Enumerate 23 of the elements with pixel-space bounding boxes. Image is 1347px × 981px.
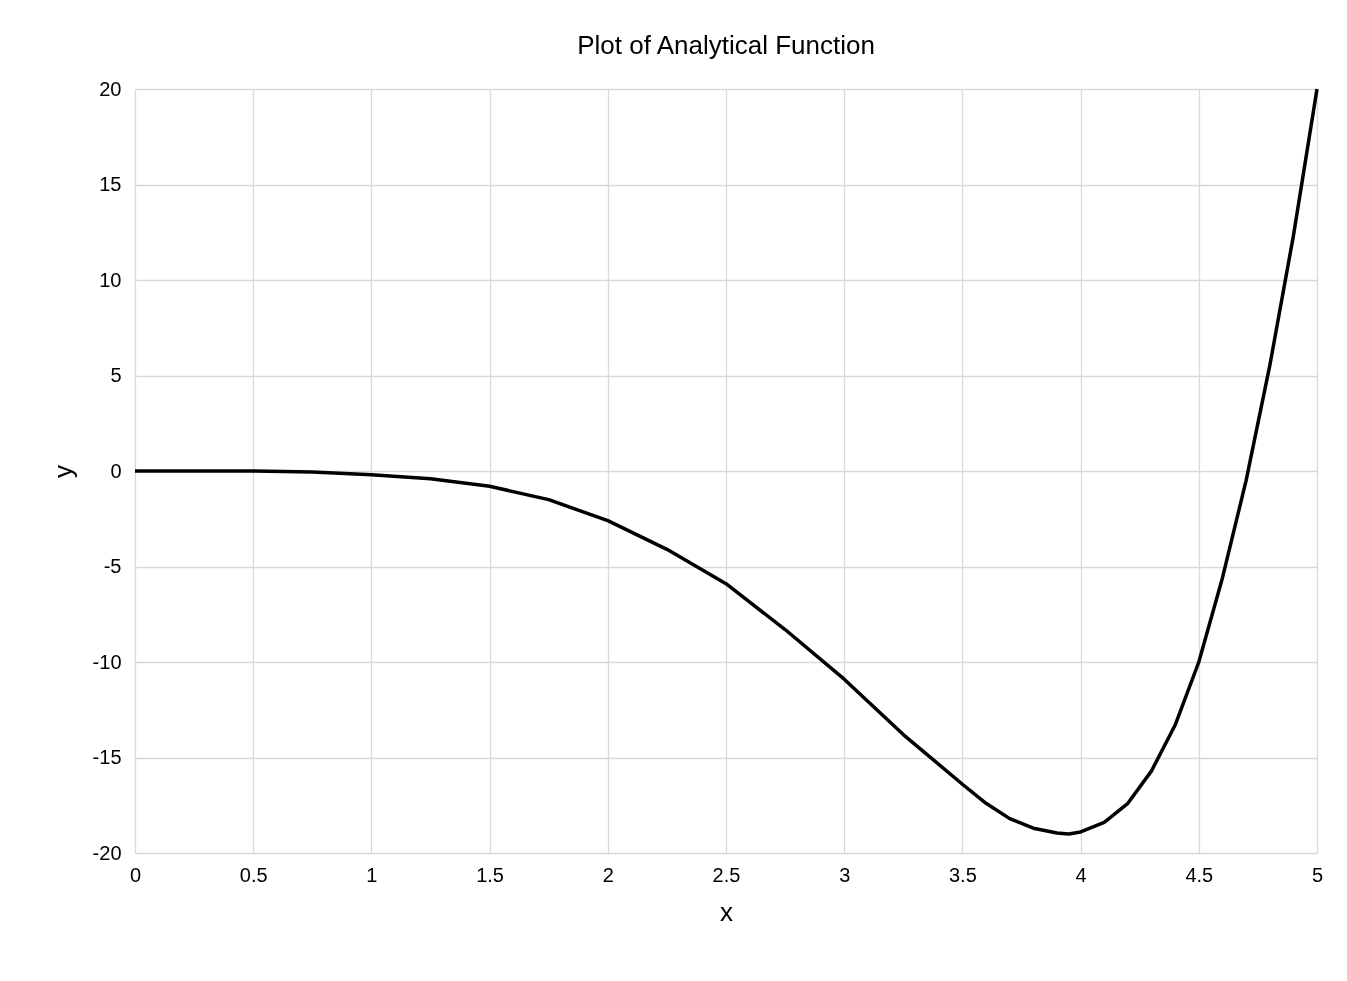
y-tick-label: 10 — [99, 268, 122, 291]
y-tick-label: 15 — [99, 173, 122, 195]
x-tick-label: 1.5 — [476, 863, 505, 886]
y-tick-label: 5 — [110, 364, 122, 386]
y-axis-title: y — [47, 465, 78, 478]
y-tick-label: 20 — [99, 77, 122, 100]
x-tick-label: 0.5 — [239, 863, 268, 886]
chart-title: Plot of Analytical Function — [577, 30, 875, 60]
x-tick-label: 2 — [602, 863, 614, 886]
x-axis-title: x — [720, 896, 733, 927]
x-tick-label: 4.5 — [1185, 863, 1214, 886]
x-tick-label: 1 — [366, 863, 378, 886]
x-tick-label: 5 — [1311, 863, 1324, 886]
x-tick-label: 2.5 — [712, 863, 741, 886]
y-tick-label: -10 — [92, 650, 122, 673]
y-tick-label: -20 — [92, 841, 122, 864]
y-tick-label: -15 — [92, 746, 122, 768]
x-tick-label: 0 — [129, 863, 142, 886]
x-tick-label: 3.5 — [948, 863, 977, 886]
x-tick-label: 3 — [839, 863, 851, 886]
x-tick-label: 4 — [1075, 863, 1087, 886]
y-tick-label: -5 — [103, 555, 122, 577]
y-tick-label: 0 — [110, 459, 122, 482]
